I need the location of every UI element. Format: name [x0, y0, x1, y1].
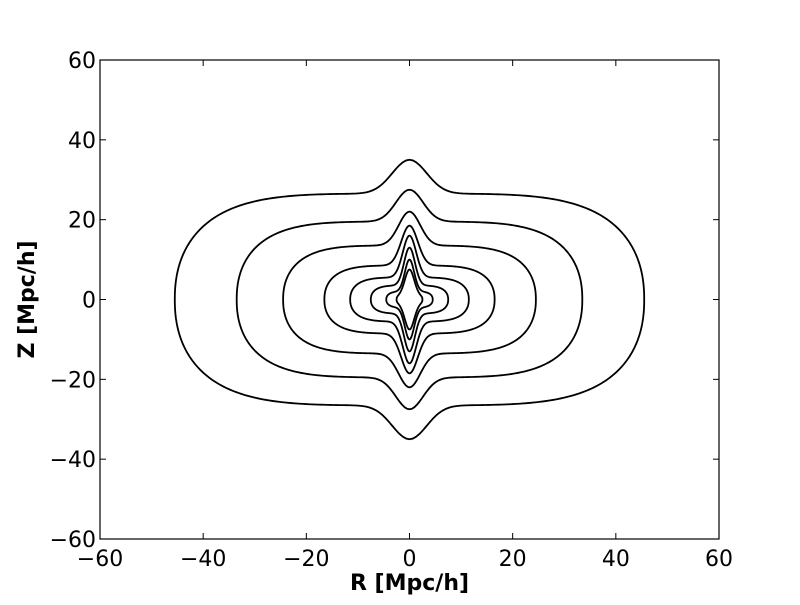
x-tick-label: −20	[283, 547, 329, 572]
contour-level-5	[349, 234, 470, 365]
tick-layer: −60 −40 −20 0 20 40 60 −60 −40 −20 0 20 40 60	[50, 49, 733, 572]
y-tick-label: 40	[68, 129, 96, 154]
x-tick-label: −40	[180, 547, 226, 572]
y-tick-label: 20	[68, 209, 96, 234]
x-tick-label: −60	[77, 547, 123, 572]
y-tick-label: −20	[50, 368, 96, 393]
y-tick-label: 60	[68, 49, 96, 74]
y-axis-title: Z [Mpc/h]	[15, 240, 40, 358]
x-tick-label: 0	[403, 547, 417, 572]
x-tick-label: 20	[499, 547, 527, 572]
contour-level-6	[369, 246, 450, 353]
contour-level-4	[323, 224, 496, 375]
y-tick-label: −60	[50, 528, 96, 553]
contour-level-1	[173, 158, 646, 441]
x-tick-label: 40	[602, 547, 630, 572]
plot-frame	[99, 59, 720, 540]
y-tick-label: 0	[82, 289, 96, 314]
contour-level-3	[282, 210, 537, 389]
y-tick-label: −40	[50, 448, 96, 473]
contour-level-2	[235, 188, 584, 411]
x-tick-label: 60	[705, 547, 733, 572]
contour-level-7	[385, 258, 434, 341]
contour-layer	[173, 158, 646, 441]
x-axis-title: R [Mpc/h]	[350, 571, 469, 596]
contour-level-8	[395, 268, 424, 331]
